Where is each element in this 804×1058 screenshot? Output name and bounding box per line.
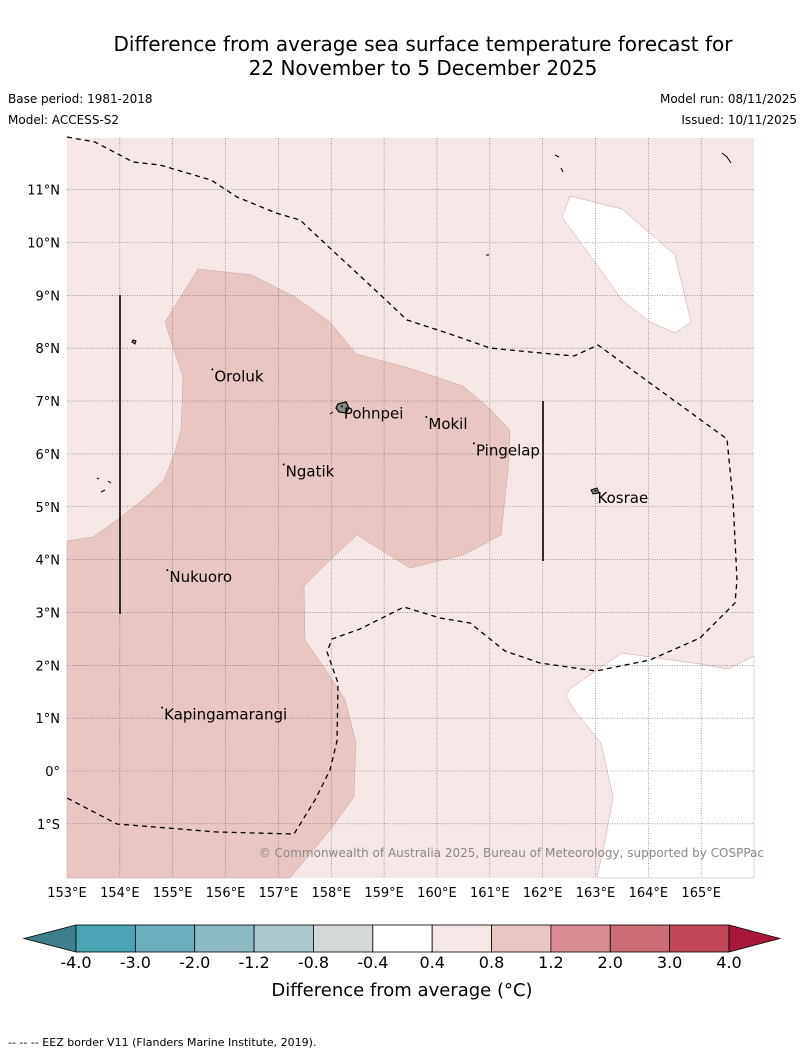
latitude-label: 11°N	[27, 184, 60, 199]
latitude-labels: 11°N 10°N 9°N 8°N 7°N 6°N 5°N 4°N 3°N 2°N 1°N 0° 1°S	[27, 184, 60, 833]
issued-date: Issued: 10/11/2025	[681, 113, 797, 127]
copyright-text: © Commonwealth of Australia 2025, Bureau…	[259, 846, 764, 860]
map-title: Difference from average sea surface temp…	[0, 32, 804, 80]
place-label: Nukuoro	[169, 568, 232, 586]
place-marker	[340, 405, 343, 408]
title-line-1: Difference from average sea surface temp…	[113, 32, 733, 56]
eez-border	[66, 136, 738, 835]
place-marker	[282, 463, 285, 466]
eez-footnote: -- -- -- EEZ border V11 (Flanders Marine…	[8, 1036, 317, 1049]
colorbar-segment	[372, 924, 433, 953]
colorbar-segment	[669, 924, 730, 953]
longitude-label: 155°E	[153, 886, 193, 901]
longitude-label: 160°E	[417, 886, 457, 901]
longitude-label: 154°E	[100, 886, 140, 901]
eez-border-north	[66, 136, 738, 835]
longitude-label: 161°E	[470, 886, 510, 901]
colorbar-tick-label: 2.0	[597, 953, 623, 972]
small-island-north-b	[721, 152, 732, 164]
place-label: Kapingamarangi	[164, 706, 287, 724]
colorbar-segment	[253, 924, 314, 953]
colorbar-over-arrow	[728, 924, 782, 953]
longitude-label: 153°E	[47, 886, 87, 901]
latitude-label: 3°N	[36, 606, 61, 621]
colorbar-tick-label: -3.0	[119, 953, 151, 972]
place-marker	[472, 442, 475, 445]
longitude-labels: 153°E 154°E 155°E 156°E 157°E 158°E 159°E 160°E…	[47, 886, 721, 901]
place-label: Pohnpei	[344, 404, 404, 422]
latitude-label: 1°N	[36, 712, 61, 727]
colorbar-segment	[313, 924, 374, 953]
colorbar-tick-label: 3.0	[656, 953, 683, 972]
latitude-label: 8°N	[36, 342, 61, 357]
latitude-label: 4°N	[36, 554, 61, 569]
latitude-label: 5°N	[36, 501, 61, 516]
place-marker	[594, 489, 597, 492]
place-label: Mokil	[428, 415, 467, 433]
colorbar-segment	[75, 924, 136, 953]
place-marker	[211, 368, 214, 371]
latitude-label: 0°	[45, 765, 60, 780]
colorbar-under-arrow	[22, 924, 77, 953]
latitude-label: 9°N	[36, 289, 61, 304]
colorbar-segment	[431, 924, 492, 953]
place-label: Oroluk	[214, 367, 263, 385]
colorbar-segment	[194, 924, 255, 953]
small-mark-pohnpei	[329, 411, 334, 415]
islands	[96, 152, 732, 495]
small-island-west-b	[96, 477, 112, 493]
place-label: Pingelap	[476, 441, 540, 459]
longitude-label: 162°E	[523, 886, 563, 901]
colorbar-segment	[609, 924, 671, 953]
colorbar-tick-label: 0.8	[478, 953, 505, 972]
small-island-north-a	[554, 154, 564, 173]
latitude-label: 1°S	[37, 818, 60, 833]
place-labels: Oroluk Pohnpei Mokil Ngatik Pingelap Kosrae Nu…	[161, 367, 649, 724]
colorbar-tick-label: -1.2	[238, 953, 270, 972]
colorbar-tick-label: -2.0	[179, 953, 211, 972]
place-label: Kosrae	[598, 489, 649, 507]
latitude-label: 2°N	[36, 659, 61, 674]
title-line-2: 22 November to 5 December 2025	[248, 56, 598, 80]
longitude-label: 164°E	[629, 886, 669, 901]
latitude-label: 7°N	[36, 395, 61, 410]
model-run: Model run: 08/11/2025	[659, 92, 797, 106]
base-period: Base period: 1981-2018	[8, 92, 153, 106]
place-marker	[166, 569, 169, 572]
longitude-label: 163°E	[576, 886, 616, 901]
colorbar-tick-label: -0.4	[357, 953, 389, 972]
longitude-label: 158°E	[311, 886, 351, 901]
longitude-label: 156°E	[206, 886, 246, 901]
colorbar-segment	[491, 924, 552, 953]
neutral-region-north	[561, 195, 692, 334]
latitude-label: 6°N	[36, 448, 61, 463]
neutral-region-south	[565, 652, 755, 879]
colorbar	[22, 924, 782, 953]
colorbar-tick-label: 1.2	[538, 953, 564, 972]
small-island-west	[131, 339, 137, 345]
colorbar-tick-label: -0.8	[297, 953, 330, 972]
place-marker	[161, 706, 164, 709]
longitude-label: 165°E	[681, 886, 721, 901]
colorbar-segment	[134, 924, 196, 953]
pohnpei-island	[335, 401, 350, 414]
colorbar-label: Difference from average (°C)	[271, 980, 533, 1001]
latitude-label: 10°N	[27, 237, 60, 252]
colorbar-segment	[550, 924, 611, 953]
colorbar-tick-label: 0.4	[419, 953, 445, 972]
longitude-label: 159°E	[364, 886, 404, 901]
model-name: Model: ACCESS-S2	[8, 113, 120, 127]
place-marker	[425, 415, 428, 418]
longitude-label: 157°E	[259, 886, 299, 901]
colorbar-tick-label: -4.0	[60, 953, 92, 972]
colorbar-tick-label: 4.0	[716, 953, 742, 972]
place-label: Ngatik	[286, 462, 335, 480]
